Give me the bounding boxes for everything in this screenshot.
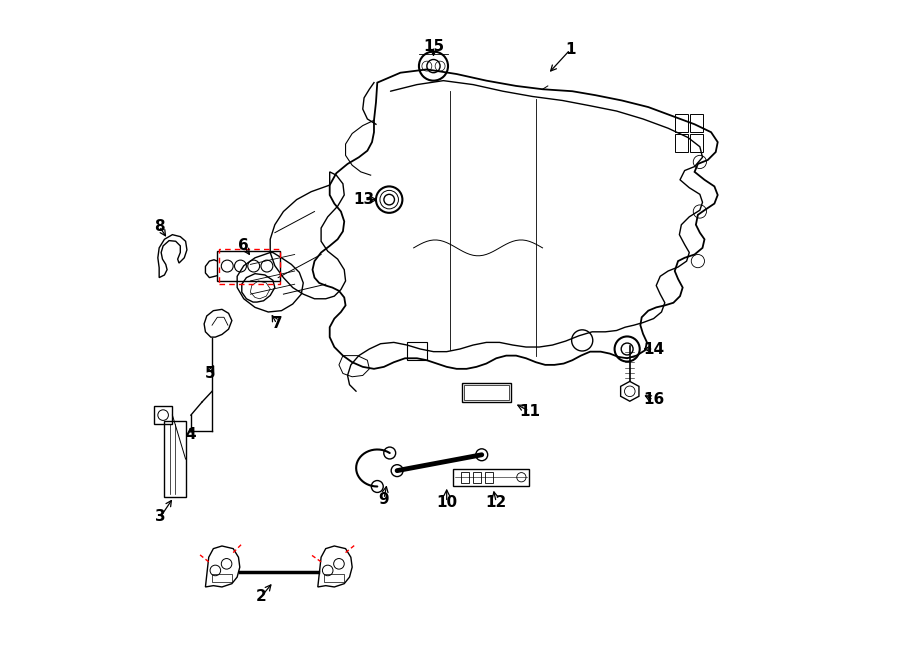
Text: 9: 9 <box>379 492 389 506</box>
Bar <box>485 472 493 483</box>
Text: 14: 14 <box>643 342 664 356</box>
Bar <box>675 114 688 132</box>
Bar <box>407 342 427 360</box>
Bar <box>675 134 688 152</box>
Circle shape <box>392 465 403 477</box>
Bar <box>461 472 469 483</box>
Circle shape <box>476 449 488 461</box>
Text: 4: 4 <box>184 428 195 442</box>
Circle shape <box>372 481 383 492</box>
Text: 7: 7 <box>272 317 282 331</box>
Bar <box>324 574 344 582</box>
Text: 8: 8 <box>154 219 165 233</box>
Bar <box>464 385 509 400</box>
Text: 3: 3 <box>155 510 166 524</box>
Text: 10: 10 <box>436 495 457 510</box>
Bar <box>690 134 703 152</box>
Circle shape <box>383 447 396 459</box>
Bar <box>473 472 482 483</box>
Bar <box>690 114 703 132</box>
Text: 15: 15 <box>423 39 444 54</box>
Bar <box>212 574 232 582</box>
Text: 16: 16 <box>643 393 664 407</box>
Text: 13: 13 <box>354 192 374 207</box>
Text: 11: 11 <box>518 404 540 418</box>
Text: 1: 1 <box>565 42 576 57</box>
Text: 2: 2 <box>256 589 267 603</box>
Bar <box>454 469 529 486</box>
Bar <box>217 251 280 281</box>
Text: 6: 6 <box>238 239 249 253</box>
Text: 12: 12 <box>486 495 507 510</box>
Bar <box>154 406 173 424</box>
Text: 5: 5 <box>204 366 215 381</box>
Bar <box>462 383 511 402</box>
Bar <box>165 421 185 497</box>
